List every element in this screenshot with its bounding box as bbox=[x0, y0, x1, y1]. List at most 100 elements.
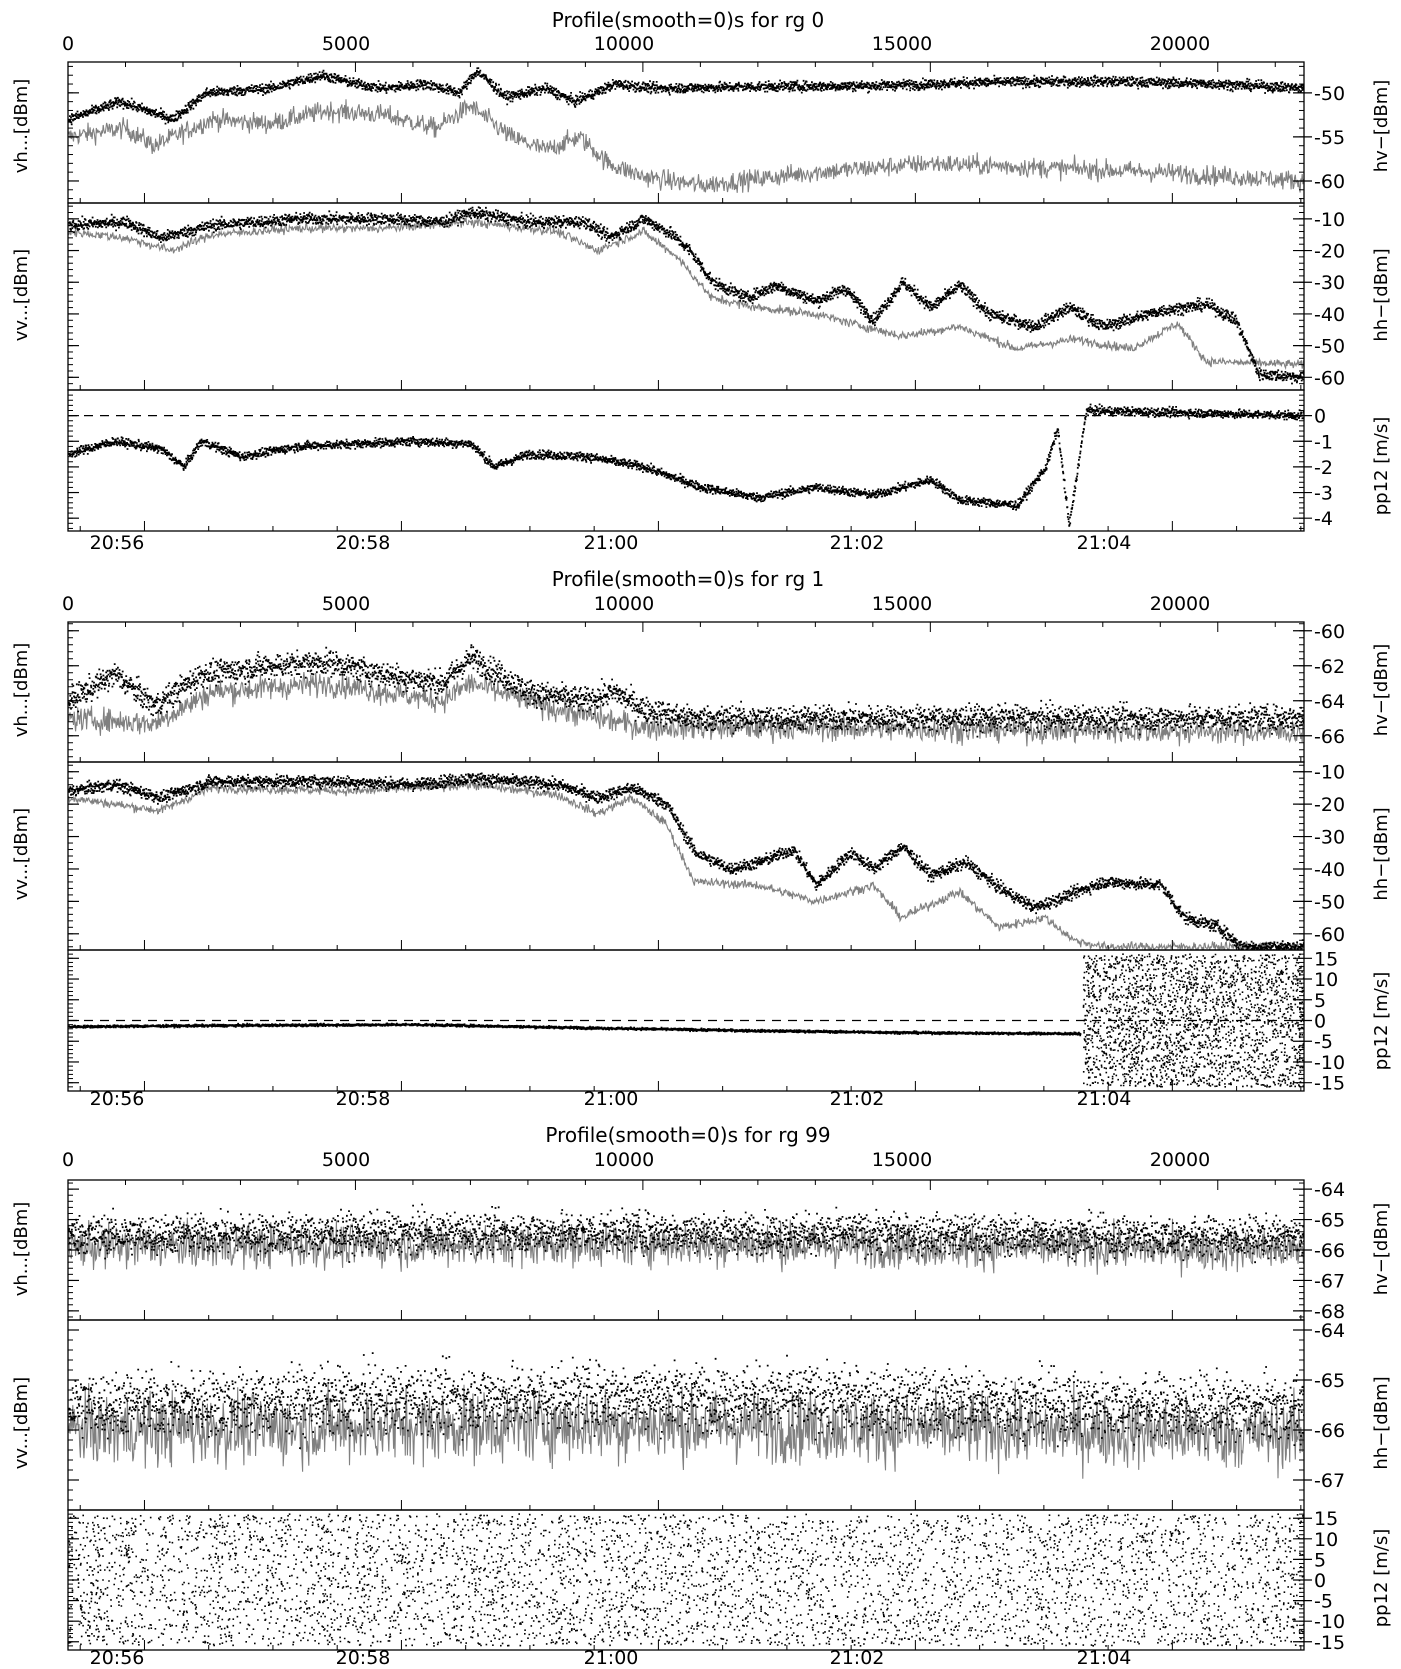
y-tick-label: -62 bbox=[1314, 656, 1345, 678]
y-tick-label: 0 bbox=[1314, 1570, 1326, 1592]
y-tick-label: -64 bbox=[1314, 1320, 1345, 1342]
plot-area bbox=[68, 67, 1304, 193]
x-axis-ticks bbox=[79, 1081, 1302, 1091]
y-tick-label: -1 bbox=[1314, 431, 1333, 453]
y-tick-label: -50 bbox=[1314, 83, 1345, 105]
y-tick-label: -10 bbox=[1314, 209, 1345, 231]
panel: -64 -65 -66 -67 -68 bbox=[67, 1179, 1345, 1323]
plot-area bbox=[68, 772, 1304, 950]
y-tick-label: -50 bbox=[1314, 336, 1345, 358]
y-axis-ticks: -10 -20 -30 -40 -50 -60 bbox=[68, 762, 1345, 948]
y-tick-label: -50 bbox=[1314, 891, 1345, 913]
chart-title: Profile(smooth=0)s for rg 0 bbox=[552, 8, 824, 32]
x-axis-ticks bbox=[79, 1640, 1302, 1650]
y-tick-label: -65 bbox=[1314, 1370, 1345, 1392]
bottom-tick-label: 20:58 bbox=[336, 1088, 391, 1110]
x-axis-ticks bbox=[79, 940, 1302, 950]
bottom-tick-label: 21:02 bbox=[830, 1088, 885, 1110]
y-axis-label-right: pp12 [m/s] bbox=[1371, 972, 1392, 1071]
y-tick-label: 5 bbox=[1314, 1549, 1326, 1571]
noise-scatter bbox=[1082, 953, 1304, 1088]
plot-area bbox=[68, 1203, 1304, 1278]
series-gray-line bbox=[68, 217, 1304, 371]
y-tick-label: 5 bbox=[1314, 990, 1326, 1012]
top-tick-label: 15000 bbox=[872, 1149, 932, 1171]
plot-area bbox=[68, 953, 1304, 1088]
top-tick-label: 15000 bbox=[872, 593, 932, 615]
top-axis-ticks bbox=[67, 62, 1276, 72]
series-black-points bbox=[68, 644, 1304, 738]
y-tick-label: -15 bbox=[1314, 1632, 1345, 1654]
top-tick-label: 5000 bbox=[322, 33, 370, 55]
y-axis-label-right: hh−[dBm] bbox=[1371, 248, 1392, 341]
y-axis-label-left: vv...[dBm] bbox=[11, 808, 32, 900]
y-axis-label-right: hv−[dBm] bbox=[1371, 1203, 1392, 1296]
y-axis-label-right: pp12 [m/s] bbox=[1371, 417, 1392, 516]
y-tick-label: 15 bbox=[1314, 1508, 1338, 1530]
top-tick-label: 20000 bbox=[1150, 33, 1210, 55]
x-axis-ticks bbox=[79, 193, 1302, 203]
series-black-points bbox=[68, 67, 1304, 126]
y-tick-label: 10 bbox=[1314, 969, 1338, 991]
series-black-points bbox=[68, 1203, 1304, 1264]
series-black-points bbox=[68, 206, 1304, 385]
chart-rg1: Profile(smooth=0)s for rg 1 0 5000 10000… bbox=[11, 567, 1392, 1110]
panel: -10 -20 -30 -40 -50 -60 bbox=[67, 761, 1345, 951]
y-tick-label: -66 bbox=[1314, 1240, 1345, 1262]
y-axis-ticks: -60 -62 -64 -66 bbox=[68, 621, 1345, 758]
y-tick-label: -30 bbox=[1314, 272, 1345, 294]
top-tick-label: 0 bbox=[62, 593, 74, 615]
bottom-tick-label: 21:00 bbox=[584, 1647, 639, 1669]
y-tick-label: -2 bbox=[1314, 457, 1333, 479]
y-tick-label: -65 bbox=[1314, 1210, 1345, 1232]
y-axis-label-right: hh−[dBm] bbox=[1371, 807, 1392, 900]
x-axis-ticks bbox=[79, 521, 1302, 531]
series-gray-line bbox=[68, 670, 1304, 747]
y-tick-label: -20 bbox=[1314, 794, 1345, 816]
top-tick-label: 10000 bbox=[594, 33, 654, 55]
top-tick-label: 5000 bbox=[322, 593, 370, 615]
chart-rg0: Profile(smooth=0)s for rg 0 0 5000 10000… bbox=[11, 8, 1392, 554]
y-tick-label: -60 bbox=[1314, 367, 1345, 389]
top-tick-label: 15000 bbox=[872, 33, 932, 55]
bottom-tick-label: 21:04 bbox=[1077, 532, 1132, 554]
series-black-points bbox=[68, 1352, 1304, 1450]
bottom-tick-label: 20:58 bbox=[336, 532, 391, 554]
y-axis-label-left: vh...[dBm] bbox=[11, 643, 32, 738]
plot-area bbox=[68, 206, 1304, 385]
top-tick-label: 5000 bbox=[322, 1149, 370, 1171]
y-tick-label: -40 bbox=[1314, 304, 1345, 326]
bottom-tick-label: 21:04 bbox=[1077, 1088, 1132, 1110]
x-axis-ticks bbox=[79, 1500, 1302, 1510]
top-tick-label: 10000 bbox=[594, 1149, 654, 1171]
chart-title: Profile(smooth=0)s for rg 1 bbox=[552, 567, 824, 591]
y-tick-label: 0 bbox=[1314, 406, 1326, 428]
top-axis-ticks bbox=[67, 1180, 1276, 1190]
bottom-tick-label: 20:56 bbox=[90, 1088, 145, 1110]
y-tick-label: -64 bbox=[1314, 1179, 1345, 1201]
bottom-tick-label: 20:56 bbox=[90, 532, 145, 554]
bottom-tick-label: 21:04 bbox=[1077, 1647, 1132, 1669]
y-tick-label: -55 bbox=[1314, 127, 1345, 149]
y-tick-label: -3 bbox=[1314, 483, 1333, 505]
y-tick-label: -4 bbox=[1314, 508, 1333, 530]
y-axis-label-right: hv−[dBm] bbox=[1371, 644, 1392, 737]
y-tick-label: -64 bbox=[1314, 691, 1345, 713]
y-axis-label-right: pp12 [m/s] bbox=[1371, 1529, 1392, 1628]
x-axis-ticks bbox=[79, 1310, 1302, 1320]
y-axis-label-left: vh...[dBm] bbox=[11, 79, 32, 174]
y-tick-label: -30 bbox=[1314, 827, 1345, 849]
series-black-points bbox=[68, 772, 1304, 950]
panel: -60 -62 -64 -66 bbox=[67, 621, 1345, 763]
bottom-axis-labels: 20:56 20:58 21:00 21:02 21:04 bbox=[90, 1647, 1132, 1669]
y-tick-label: -67 bbox=[1314, 1270, 1345, 1292]
y-axis-label-right: hh−[dBm] bbox=[1371, 1376, 1392, 1469]
y-axis-label-left: vv...[dBm] bbox=[11, 1377, 32, 1469]
series-gray-line bbox=[68, 1381, 1304, 1479]
y-tick-label: 0 bbox=[1314, 1011, 1326, 1033]
bottom-tick-label: 21:00 bbox=[584, 1088, 639, 1110]
